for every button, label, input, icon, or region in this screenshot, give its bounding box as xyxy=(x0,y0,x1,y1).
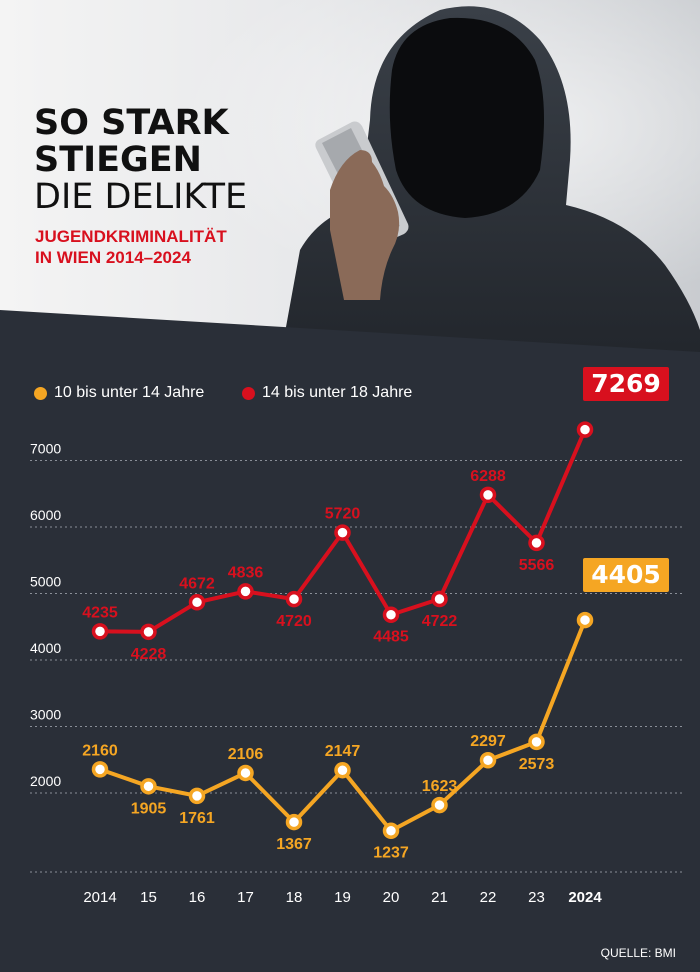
series-line-0 xyxy=(99,619,587,833)
point-0-17 xyxy=(237,764,254,782)
point-0-20 xyxy=(382,822,400,839)
y-tick-label-2000: 2000 xyxy=(30,773,61,789)
badge-young-2024: 4405 xyxy=(583,558,669,592)
point-0-22 xyxy=(479,751,497,769)
point-1-2024 xyxy=(576,421,594,438)
legend-item-young: 10 bis unter 14 Jahre xyxy=(34,384,204,402)
y-tick-label-4000: 4000 xyxy=(30,640,61,656)
legend-dot-old xyxy=(242,386,255,400)
point-1-20 xyxy=(382,606,400,623)
data-label-1-19: 5720 xyxy=(325,506,361,523)
x-tick-label-15: 15 xyxy=(140,889,157,906)
point-0-15 xyxy=(140,778,157,795)
point-0-21 xyxy=(431,796,448,814)
x-tick-label-20: 20 xyxy=(383,889,400,906)
data-label-0-20: 1237 xyxy=(373,845,409,862)
point-0-2014 xyxy=(91,761,109,778)
data-label-0-17: 2106 xyxy=(228,746,264,763)
subtitle-line-2: IN WIEN 2014–2024 xyxy=(35,248,191,267)
x-tick-label-22: 22 xyxy=(480,889,497,906)
point-1-23 xyxy=(528,534,545,552)
point-1-16 xyxy=(188,594,206,611)
data-label-0-23: 2573 xyxy=(519,756,555,773)
x-tick-label-17: 17 xyxy=(237,889,254,906)
x-tick-label-18: 18 xyxy=(286,889,303,906)
x-tick-label-16: 16 xyxy=(189,889,206,906)
data-label-0-19: 2147 xyxy=(325,743,361,760)
data-label-1-16: 4672 xyxy=(179,575,215,592)
legend-dot-young xyxy=(34,386,47,400)
point-1-17 xyxy=(237,583,254,600)
data-label-1-17: 4836 xyxy=(228,564,264,581)
x-tick-label-2014: 2014 xyxy=(83,889,116,906)
legend-label-young: 10 bis unter 14 Jahre xyxy=(54,384,205,401)
point-1-18 xyxy=(285,590,303,608)
point-1-2014 xyxy=(91,623,109,640)
data-label-1-20: 4485 xyxy=(373,629,409,646)
point-0-16 xyxy=(188,787,206,805)
point-1-21 xyxy=(431,590,448,608)
point-0-23 xyxy=(528,733,545,751)
data-label-0-18: 1367 xyxy=(276,836,312,853)
data-label-1-22: 6288 xyxy=(470,468,506,485)
point-0-2024 xyxy=(576,611,594,629)
x-tick-label-21: 21 xyxy=(431,889,448,906)
data-label-1-18: 4720 xyxy=(276,613,312,630)
subtitle-line-1: JUGENDKRIMINALITÄT xyxy=(35,227,227,246)
y-tick-label-6000: 6000 xyxy=(30,507,61,523)
title-line-1: SO STARK xyxy=(34,103,229,143)
x-tick-label-2024: 2024 xyxy=(568,889,602,906)
point-0-19 xyxy=(334,761,351,779)
y-tick-label-3000: 3000 xyxy=(30,707,61,723)
data-label-1-23: 5566 xyxy=(519,557,555,574)
data-label-0-2014: 2160 xyxy=(82,742,118,759)
y-tick-label-7000: 7000 xyxy=(30,441,61,457)
legend-label-old: 14 bis unter 18 Jahre xyxy=(262,384,413,401)
point-1-19 xyxy=(334,524,351,541)
data-label-0-22: 2297 xyxy=(470,733,506,750)
data-label-0-15: 1905 xyxy=(131,800,167,817)
data-label-1-21: 4722 xyxy=(422,613,458,630)
badge-old-2024: 7269 xyxy=(583,367,669,401)
point-1-22 xyxy=(479,486,497,504)
point-0-18 xyxy=(285,813,303,831)
x-tick-label-19: 19 xyxy=(334,889,351,906)
data-label-1-15: 4228 xyxy=(131,646,167,663)
title-line-2: STIEGEN xyxy=(34,140,202,180)
data-label-0-16: 1761 xyxy=(179,810,215,827)
hero-image xyxy=(0,0,700,360)
y-tick-label-5000: 5000 xyxy=(30,574,61,590)
legend-item-old: 14 bis unter 18 Jahre xyxy=(242,384,412,402)
title-line-3: DIE DELIKTE xyxy=(34,177,248,217)
data-label-0-21: 1623 xyxy=(422,778,458,795)
source-credit: QUELLE: BMI xyxy=(600,946,676,960)
x-tick-label-23: 23 xyxy=(528,889,545,906)
point-1-15 xyxy=(140,623,157,641)
data-label-1-2014: 4235 xyxy=(82,604,118,621)
